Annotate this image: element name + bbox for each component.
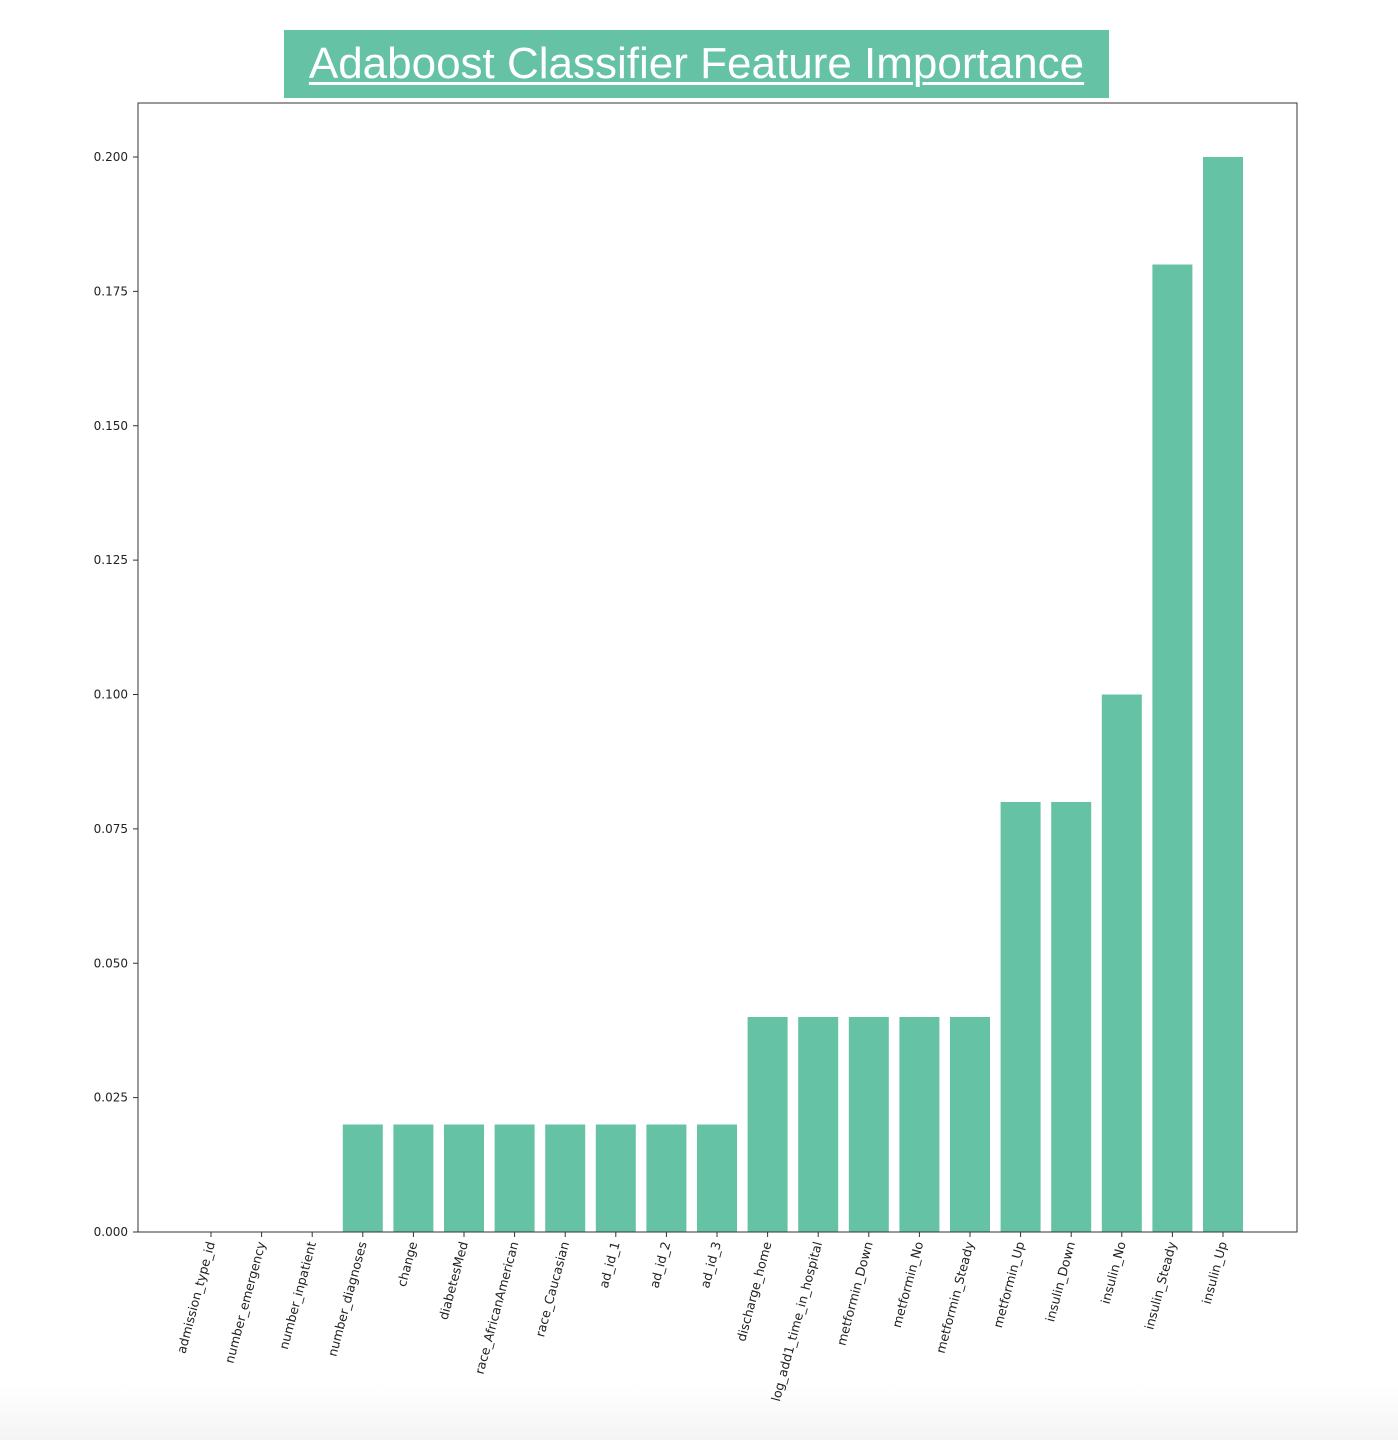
x-tick-label: change [394, 1240, 420, 1289]
x-tick-label: ad_id_3 [697, 1240, 724, 1290]
x-tick-label: log_add1_time_in_hospital [768, 1240, 825, 1403]
x-tick-label: ad_id_2 [647, 1240, 674, 1290]
x-tick-label: number_diagnoses [325, 1240, 370, 1358]
x-tick-label: insulin_No [1098, 1240, 1129, 1306]
bar-ad-id-2 [646, 1124, 687, 1232]
x-tick-label: race_AfricanAmerican [472, 1240, 522, 1376]
bar-metformin-up [1000, 802, 1041, 1232]
x-tick-label: insulin_Steady [1141, 1239, 1179, 1331]
bar-metformin-steady [950, 1017, 990, 1232]
x-tick-label: discharge_home [733, 1240, 774, 1343]
x-tick-label: metformin_Down [834, 1240, 876, 1347]
x-tick-label: diabetesMed [436, 1240, 471, 1321]
bars [342, 157, 1243, 1232]
x-tick-label: metformin_No [889, 1240, 926, 1329]
y-tick-label: 0.000 [94, 1225, 128, 1239]
y-axis-ticks: 0.000 0.025 0.050 0.075 0.100 0.125 0.150 0.175… [94, 150, 138, 1239]
bar-race-africanamerican [494, 1124, 535, 1232]
x-tick-label: race_Caucasian [532, 1240, 572, 1339]
bar-log-add1-time-in-hospital [798, 1017, 839, 1232]
y-tick-label: 0.175 [94, 284, 128, 298]
bar-ad-id-1 [595, 1124, 636, 1232]
chart-title: Adaboost Classifier Feature Importance [308, 39, 1085, 88]
bar-insulin-up [1203, 157, 1243, 1232]
x-tick-label: ad_id_1 [596, 1240, 623, 1290]
bar-discharge-home [747, 1017, 788, 1232]
y-tick-label: 0.125 [94, 553, 128, 567]
y-tick-label: 0.200 [94, 150, 128, 164]
y-tick-label: 0.025 [94, 1091, 128, 1105]
x-tick-label: number_emergency [222, 1239, 269, 1365]
x-tick-label: number_inpatient [276, 1240, 319, 1351]
bar-race-caucasian [545, 1124, 586, 1232]
bar-metformin-down [848, 1017, 889, 1232]
bar-diabetesmed [444, 1124, 484, 1232]
bar-number-diagnoses [342, 1124, 383, 1232]
y-tick-label: 0.050 [94, 956, 128, 970]
bar-metformin-no [899, 1017, 940, 1232]
x-tick-label: metformin_Up [990, 1240, 1027, 1330]
bar-insulin-steady [1152, 264, 1193, 1232]
bar-insulin-down [1051, 802, 1092, 1232]
x-axis-ticks: admission_type_id number_emergency number_… [174, 1232, 1230, 1403]
bar-ad-id-3 [697, 1124, 737, 1232]
bar-insulin-no [1101, 694, 1142, 1232]
x-tick-label: insulin_Up [1199, 1240, 1230, 1306]
y-tick-label: 0.150 [94, 419, 128, 433]
chart-title-banner: Adaboost Classifier Feature Importance [284, 30, 1109, 98]
y-tick-label: 0.100 [94, 688, 128, 702]
x-tick-label: admission_type_id [174, 1240, 218, 1355]
bar-change [393, 1124, 434, 1232]
y-tick-label: 0.075 [94, 822, 128, 836]
x-tick-label: insulin_Down [1042, 1240, 1078, 1323]
plot-frame [137, 102, 1298, 1233]
x-tick-label: metformin_Steady [933, 1239, 977, 1355]
